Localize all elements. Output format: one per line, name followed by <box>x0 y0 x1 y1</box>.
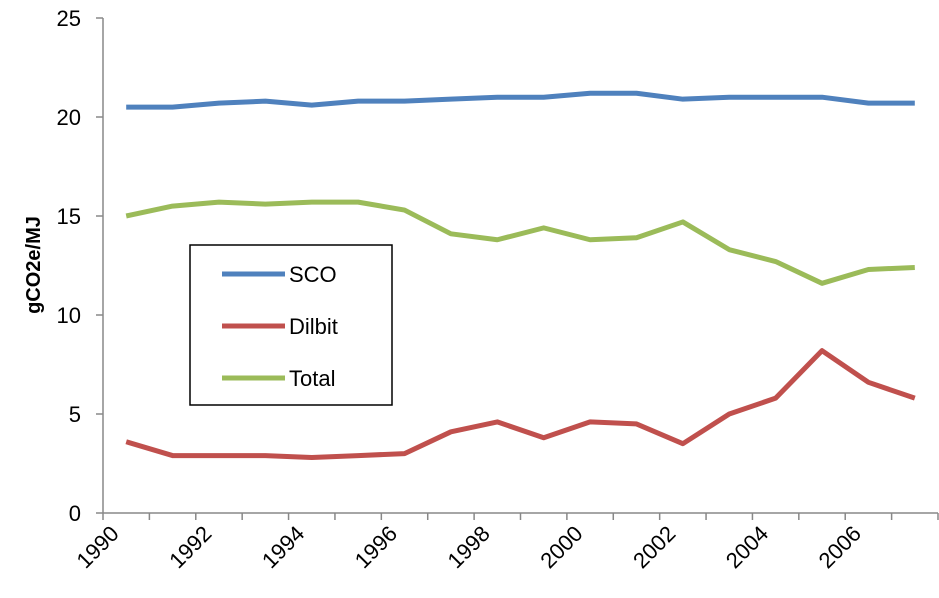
y-tick-label: 0 <box>69 501 81 526</box>
y-tick-label: 20 <box>57 105 81 130</box>
x-tick-label: 1996 <box>350 521 402 573</box>
y-axis-label: gCO2e/MJ <box>23 216 45 314</box>
series-line <box>126 90 915 110</box>
legend-label: Total <box>289 366 335 391</box>
x-tick-label: 2004 <box>721 521 773 573</box>
legend-label: Dilbit <box>289 314 338 339</box>
x-tick-label: 2006 <box>814 521 866 573</box>
y-tick-label: 5 <box>69 402 81 427</box>
x-tick-label: 2002 <box>628 521 680 573</box>
series-line <box>125 348 916 461</box>
x-tick-label: 2000 <box>535 521 587 573</box>
x-tick-label: 1998 <box>443 521 495 573</box>
y-tick-label: 25 <box>57 6 81 31</box>
x-tick-label: 1992 <box>164 521 216 573</box>
y-tick-label: 10 <box>57 303 81 328</box>
x-tick-label: 1994 <box>257 521 309 573</box>
legend-label: SCO <box>289 262 337 287</box>
y-tick-label: 15 <box>57 204 81 229</box>
series-line <box>125 199 915 286</box>
x-tick-label: 1990 <box>71 521 123 573</box>
